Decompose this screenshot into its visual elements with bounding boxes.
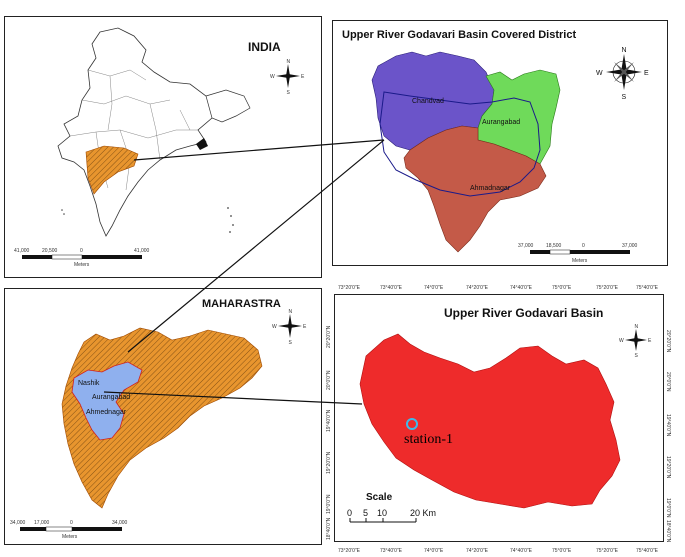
svg-text:19°40'0"N: 19°40'0"N [665, 414, 671, 437]
india-outline [57, 27, 251, 237]
svg-text:18°40'0"N: 18°40'0"N [326, 517, 332, 540]
svg-text:37,000: 37,000 [622, 243, 638, 249]
maharastra-title: MAHARASTRA [202, 298, 281, 310]
station-1-marker [406, 418, 418, 430]
svg-text:Meters: Meters [62, 534, 78, 540]
station-1-label: station-1 [404, 432, 453, 447]
india-maharashtra-highlight [85, 145, 139, 195]
svg-text:W: W [619, 338, 624, 344]
svg-text:S: S [635, 353, 639, 359]
svg-text:W: W [272, 324, 277, 330]
svg-text:N: N [289, 309, 293, 315]
upper-godavari-basin-shape [359, 333, 621, 509]
svg-text:75°0'0"E: 75°0'0"E [552, 285, 572, 291]
svg-text:19°20'0"N: 19°20'0"N [326, 451, 332, 474]
svg-text:34,000: 34,000 [112, 520, 128, 526]
svg-text:19°0'0"N: 19°0'0"N [665, 498, 671, 518]
districts-title: Upper River Godavari Basin Covered Distr… [342, 29, 577, 41]
svg-text:75°40'0"E: 75°40'0"E [636, 285, 659, 291]
svg-text:74°20'0"E: 74°20'0"E [466, 285, 489, 291]
svg-text:10: 10 [377, 508, 387, 518]
svg-text:N: N [622, 47, 627, 54]
svg-text:74°40'0"E: 74°40'0"E [510, 548, 533, 554]
svg-text:W: W [270, 74, 275, 80]
svg-text:Meters: Meters [74, 262, 90, 268]
svg-text:34,000: 34,000 [10, 520, 26, 526]
maharastra-label-ahmednagar: Ahmednagar [86, 409, 127, 416]
svg-text:20 Km: 20 Km [410, 508, 436, 518]
india-title: INDIA [248, 40, 281, 54]
basin-lat-ticks-left: 20°20'0"N 20°0'0"N 19°40'0"N 19°20'0"N 1… [326, 325, 332, 540]
district-label-aurangabad: Aurangabad [482, 119, 520, 126]
maharastra-scale-bar: 34,000 17,000 0 34,000 Meters [10, 520, 128, 540]
svg-text:41,000: 41,000 [14, 248, 30, 254]
maharastra-map: Nashik Aurangabad Ahmednagar [61, 327, 263, 509]
maharastra-label-nashik: Nashik [78, 380, 100, 387]
svg-text:19°20'0"N: 19°20'0"N [665, 456, 671, 479]
districts-compass-icon: N E S W [596, 47, 649, 101]
district-label-chandvad: Chandvad [412, 98, 444, 105]
basin-lat-ticks-right: 20°20'0"N 20°0'0"N 19°40'0"N 19°20'0"N 1… [665, 330, 671, 543]
svg-text:19°0'0"N: 19°0'0"N [326, 494, 332, 514]
svg-text:20°20'0"N: 20°20'0"N [326, 325, 332, 348]
maharastra-compass-icon: N E S W [272, 309, 307, 346]
connector-lines [103, 139, 385, 405]
india-compass-icon: N E S W [270, 59, 305, 96]
svg-text:73°40'0"E: 73°40'0"E [380, 285, 403, 291]
svg-text:E: E [648, 338, 652, 344]
svg-text:S: S [289, 340, 293, 346]
svg-text:75°0'0"E: 75°0'0"E [552, 548, 572, 554]
svg-text:20,500: 20,500 [42, 248, 58, 254]
svg-text:Scale: Scale [366, 492, 393, 503]
svg-text:18°40'0"N: 18°40'0"N [665, 520, 671, 543]
india-scale-bar: 41,000 20,500 0 41,000 Meters [14, 248, 150, 268]
basin-lon-ticks-top: 73°20'0"E 73°40'0"E 74°0'0"E 74°20'0"E 7… [338, 285, 659, 291]
district-label-ahmadnagar: Ahmadnagar [470, 185, 511, 192]
basin-lon-ticks-bottom: 73°20'0"E 73°40'0"E 74°0'0"E 74°20'0"E 7… [338, 548, 659, 554]
maharastra-basin [71, 361, 143, 441]
svg-text:0: 0 [582, 243, 585, 249]
svg-text:5: 5 [363, 508, 368, 518]
svg-text:41,000: 41,000 [134, 248, 150, 254]
svg-text:E: E [644, 70, 649, 77]
svg-text:S: S [622, 94, 627, 101]
svg-text:37,000: 37,000 [518, 243, 534, 249]
svg-text:0: 0 [347, 508, 352, 518]
svg-text:75°20'0"E: 75°20'0"E [596, 285, 619, 291]
svg-text:20°0'0"N: 20°0'0"N [665, 372, 671, 392]
svg-text:73°20'0"E: 73°20'0"E [338, 548, 361, 554]
svg-text:0: 0 [70, 520, 73, 526]
svg-text:E: E [303, 324, 307, 330]
svg-text:73°40'0"E: 73°40'0"E [380, 548, 403, 554]
maharastra-label-aurangabad: Aurangabad [92, 394, 130, 401]
svg-text:18,500: 18,500 [546, 243, 562, 249]
svg-text:N: N [287, 59, 291, 65]
svg-text:Meters: Meters [572, 258, 588, 264]
basin-boundary-line [379, 91, 541, 197]
basin-scale-bar: Scale 0 5 10 20 Km [347, 492, 436, 523]
svg-text:74°0'0"E: 74°0'0"E [424, 285, 444, 291]
svg-text:17,000: 17,000 [34, 520, 50, 526]
svg-text:N: N [635, 324, 639, 330]
svg-text:0: 0 [80, 248, 83, 254]
district-ahmadnagar [403, 125, 547, 253]
districts-map: Chandvad Aurangabad Ahmadnagar [371, 51, 561, 253]
basin-compass-icon: N E S W [619, 324, 652, 359]
districts-scale-bar: 37,000 18,500 0 37,000 Meters [518, 243, 638, 264]
svg-text:74°20'0"E: 74°20'0"E [466, 548, 489, 554]
svg-text:75°40'0"E: 75°40'0"E [636, 548, 659, 554]
basin-title: Upper River Godavari Basin [444, 306, 604, 320]
svg-text:E: E [301, 74, 305, 80]
svg-text:20°0'0"N: 20°0'0"N [326, 370, 332, 390]
svg-text:W: W [596, 70, 603, 77]
svg-text:S: S [287, 90, 291, 96]
svg-text:19°40'0"N: 19°40'0"N [326, 409, 332, 432]
svg-text:75°20'0"E: 75°20'0"E [596, 548, 619, 554]
svg-text:20°20'0"N: 20°20'0"N [665, 330, 671, 353]
svg-text:74°40'0"E: 74°40'0"E [510, 285, 533, 291]
svg-text:73°20'0"E: 73°20'0"E [338, 285, 361, 291]
svg-text:74°0'0"E: 74°0'0"E [424, 548, 444, 554]
